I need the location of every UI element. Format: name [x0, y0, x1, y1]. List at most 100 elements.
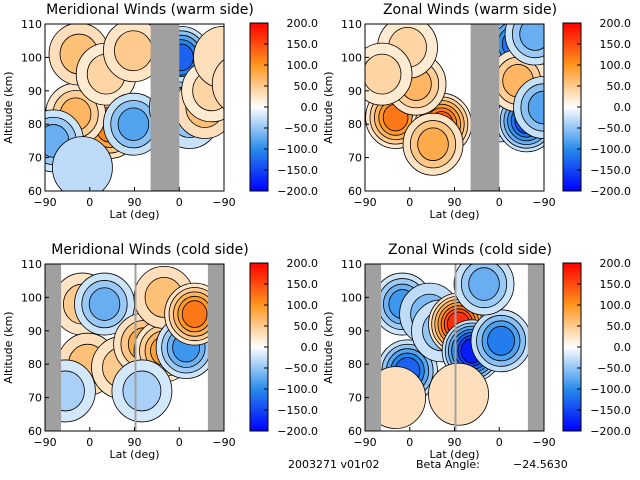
contour-level [181, 300, 208, 328]
x-tick-label: 90 [128, 196, 142, 209]
y-tick-label: 70 [28, 152, 42, 165]
chart-title: Zonal Winds (warm side) [382, 2, 558, 18]
chart-svg: 60 70 80 90 100 110 −90 0 90 0 −90 Lat (deg) Altitud… [2, 257, 319, 461]
contour-level [468, 267, 500, 301]
colorbar-tick-label: 150.0 [287, 278, 319, 291]
y-tick-label: 100 [21, 291, 42, 304]
contour-level [417, 127, 449, 161]
y-tick-label: 60 [348, 425, 362, 438]
colorbar-tick-label: 50.0 [294, 320, 319, 333]
beta-angle-value: −24.5630 [513, 458, 568, 471]
colorbar-tick-label: 50.0 [294, 80, 319, 93]
y-tick-label: 60 [28, 425, 42, 438]
contour-level [117, 107, 150, 141]
colorbar-tick-label: 0.0 [614, 101, 632, 114]
y-tick-label: 80 [28, 358, 42, 371]
colorbar-tick-label: −50.0 [597, 362, 631, 375]
chart-svg: 60 70 80 90 100 110 −90 0 90 0 −90 Lat (deg) Altitud… [322, 257, 632, 461]
colorbar-tick-label: −100.0 [590, 383, 631, 396]
colorbar-tick-label: −200.0 [590, 425, 631, 438]
version-label: 2003271 v01r02 [288, 458, 380, 471]
colorbar-tick-label: 0.0 [614, 341, 632, 354]
contour-level [211, 59, 224, 110]
y-tick-label: 80 [348, 118, 362, 131]
chart-title: Zonal Winds (cold side) [388, 242, 552, 258]
chart-panel: Zonal Winds (cold side) 60 70 80 90 100 110 −90… [320, 240, 640, 480]
x-tick-label: 90 [128, 436, 142, 449]
colorbar-tick-label: 100.0 [287, 59, 319, 72]
y-axis-label: Altitude (km) [322, 311, 335, 383]
y-tick-label: 100 [341, 51, 362, 64]
x-tick-label: 90 [448, 196, 462, 209]
colorbar-tick-label: 200.0 [287, 257, 319, 270]
no-data-band [134, 264, 137, 431]
colorbar-tick-label: 0.0 [301, 341, 319, 354]
no-data-band [365, 264, 382, 431]
contour-level [122, 370, 162, 412]
chart-title: Meridional Winds (warm side) [46, 2, 254, 18]
colorbar-tick-label: 200.0 [287, 17, 319, 30]
y-tick-label: 90 [28, 85, 42, 98]
colorbar-tick-label: −200.0 [277, 185, 318, 198]
x-tick-label: 0 [406, 196, 413, 209]
no-data-band [527, 264, 544, 431]
x-tick-label: −90 [212, 436, 235, 449]
chart-panel: Meridional Winds (warm side) 60 70 80 90 100 1… [0, 0, 320, 240]
x-tick-label: −90 [33, 436, 56, 449]
no-data-band [470, 24, 500, 191]
y-tick-label: 90 [28, 325, 42, 338]
colorbar-tick-label: 100.0 [600, 299, 632, 312]
colorbar-tick-label: −150.0 [590, 404, 631, 417]
colorbar-tick-label: 50.0 [607, 320, 632, 333]
x-tick-label: 0 [176, 436, 183, 449]
colorbar-tick-label: 50.0 [607, 80, 632, 93]
x-tick-label: −90 [212, 196, 235, 209]
contour-level [487, 325, 515, 356]
x-axis-label: Lat (deg) [110, 448, 160, 461]
y-axis-label: Altitude (km) [2, 71, 15, 143]
colorbar-tick-label: 0.0 [301, 101, 319, 114]
contour-level [428, 362, 489, 426]
beta-angle-label: Beta Angle: [416, 458, 480, 471]
y-tick-label: 70 [348, 392, 362, 405]
colorbar-tick-label: 100.0 [287, 299, 319, 312]
contour-level [52, 136, 113, 191]
y-axis-label: Altitude (km) [2, 311, 15, 383]
colorbar-tick-label: −150.0 [277, 404, 318, 417]
x-tick-label: 90 [448, 436, 462, 449]
colorbar-tick-label: −100.0 [277, 383, 318, 396]
colorbar-tick-label: −200.0 [277, 425, 318, 438]
colorbar-tick-label: −50.0 [597, 122, 631, 135]
x-axis-label: Lat (deg) [430, 448, 480, 461]
contour-level [519, 24, 544, 51]
colorbar-tick-label: −150.0 [590, 164, 631, 177]
y-tick-label: 100 [21, 51, 42, 64]
colorbar-tick-label: 150.0 [600, 278, 632, 291]
y-tick-label: 70 [348, 152, 362, 165]
y-tick-label: 80 [28, 118, 42, 131]
colorbar-tick-label: −150.0 [277, 164, 318, 177]
contour-level [114, 30, 153, 72]
chart-panel: Meridional Winds (cold side) 60 70 80 90 100 1… [0, 240, 320, 480]
x-axis-label: Lat (deg) [430, 208, 480, 221]
colorbar-tick-label: 150.0 [600, 38, 632, 51]
y-tick-label: 90 [348, 85, 362, 98]
y-axis-label: Altitude (km) [322, 71, 335, 143]
chart-title: Meridional Winds (cold side) [51, 242, 249, 258]
y-tick-label: 110 [21, 258, 42, 271]
x-tick-label: −90 [33, 196, 56, 209]
x-tick-label: −90 [353, 196, 376, 209]
colorbar-tick-label: 200.0 [600, 257, 632, 270]
chart-panel: Zonal Winds (warm side) 60 70 80 90 100 110 −90… [320, 0, 640, 240]
y-tick-label: 80 [348, 358, 362, 371]
y-tick-label: 110 [21, 18, 42, 31]
contour-level [88, 287, 121, 321]
y-tick-label: 90 [348, 325, 362, 338]
colorbar-tick-label: 100.0 [600, 59, 632, 72]
y-tick-label: 110 [341, 258, 362, 271]
y-tick-label: 60 [348, 185, 362, 198]
y-tick-label: 100 [341, 291, 362, 304]
chart-svg: 60 70 80 90 100 110 −90 0 90 0 −90 Lat (deg) Altitud… [2, 17, 319, 221]
x-axis-label: Lat (deg) [110, 208, 160, 221]
no-data-band [150, 24, 180, 191]
